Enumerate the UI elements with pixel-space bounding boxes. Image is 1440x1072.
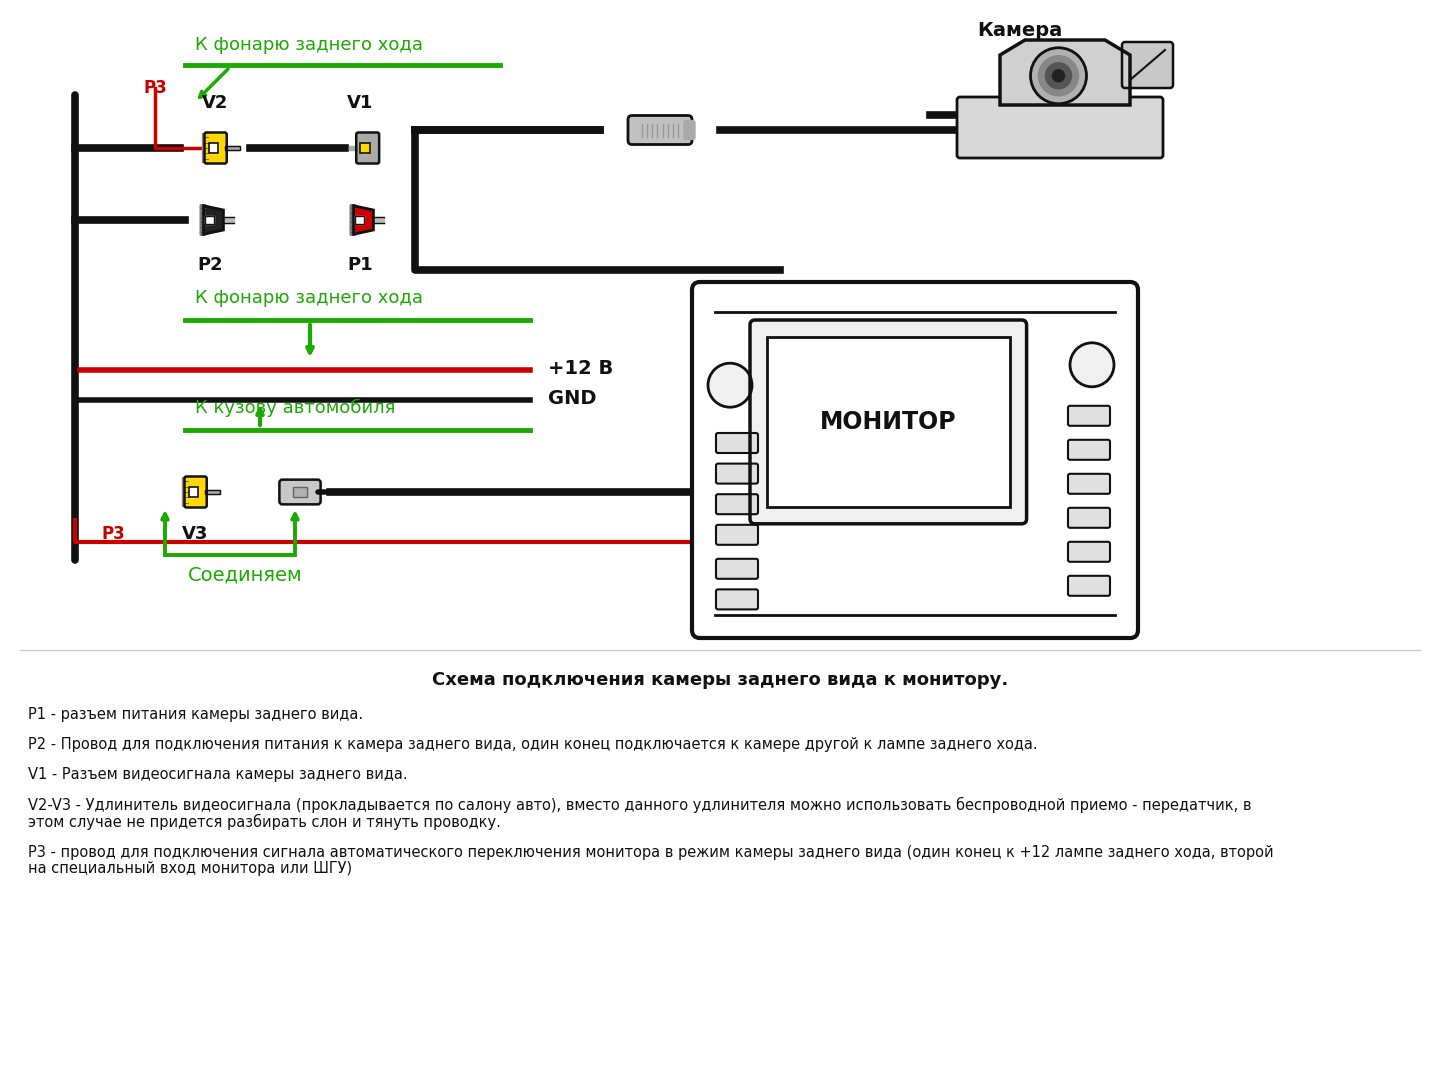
Polygon shape [354,206,373,235]
Circle shape [1031,48,1087,104]
Text: Р3 - провод для подключения сигнала автоматического переключения монитора в режи: Р3 - провод для подключения сигнала авто… [27,845,1273,860]
FancyBboxPatch shape [203,134,209,163]
Text: V3: V3 [181,525,209,544]
Polygon shape [999,40,1130,105]
FancyBboxPatch shape [356,133,379,164]
Text: К фонарю заднего хода: К фонарю заднего хода [194,36,423,54]
FancyBboxPatch shape [716,559,757,579]
Bar [350,146,359,150]
Bar [356,215,364,224]
FancyBboxPatch shape [693,282,1138,638]
FancyBboxPatch shape [716,433,757,453]
Bar [189,487,199,496]
Circle shape [1070,343,1115,387]
FancyBboxPatch shape [1068,474,1110,494]
Text: P1 - разъем питания камеры заднего вида.: P1 - разъем питания камеры заднего вида. [27,708,363,723]
Text: этом случае не придется разбирать слон и тянуть проводку.: этом случае не придется разбирать слон и… [27,814,501,830]
FancyBboxPatch shape [1122,42,1174,88]
Bar [206,215,213,224]
Bar [209,144,217,153]
Bar [225,146,239,150]
Circle shape [1038,56,1079,95]
Bar [360,144,370,153]
Bar [768,337,1009,507]
FancyBboxPatch shape [628,116,693,145]
Text: V2-V3 - Удлинитель видеосигнала (прокладывается по салону авто), вместо данного : V2-V3 - Удлинитель видеосигнала (проклад… [27,796,1251,813]
Text: +12 В: +12 В [549,358,613,377]
Bar [189,487,199,496]
Bar [225,146,239,150]
Bar [360,144,370,153]
Text: P3: P3 [143,79,167,96]
Bar [204,490,220,494]
Bar [206,215,213,224]
Text: МОНИТОР: МОНИТОР [819,410,956,434]
Circle shape [1053,70,1064,81]
FancyBboxPatch shape [350,205,356,235]
Text: P3: P3 [101,525,125,544]
Bar [292,487,307,497]
FancyBboxPatch shape [1068,508,1110,527]
Text: P2: P2 [197,256,223,274]
FancyBboxPatch shape [1068,576,1110,596]
Text: V2: V2 [202,94,228,111]
Text: Соединяем: Соединяем [187,566,302,584]
FancyBboxPatch shape [958,96,1164,158]
Text: Схема подключения камеры заднего вида к монитору.: Схема подключения камеры заднего вида к … [432,671,1008,689]
Bar [373,217,384,223]
FancyBboxPatch shape [684,121,696,139]
Text: К фонарю заднего хода: К фонарю заднего хода [194,289,423,307]
FancyBboxPatch shape [183,477,189,506]
Polygon shape [203,206,223,235]
FancyBboxPatch shape [1068,406,1110,426]
Text: V1 - Разъем видеосигнала камеры заднего вида.: V1 - Разъем видеосигнала камеры заднего … [27,768,408,783]
FancyBboxPatch shape [716,525,757,545]
FancyBboxPatch shape [716,494,757,515]
Bar [768,337,1009,507]
Text: P2 - Провод для подключения питания к камера заднего вида, один конец подключает: P2 - Провод для подключения питания к ка… [27,738,1038,753]
Bar [223,217,233,223]
Text: P1: P1 [347,256,373,274]
Text: V1: V1 [347,94,373,111]
Bar [204,490,220,494]
FancyBboxPatch shape [204,133,226,164]
Text: Камера: Камера [978,20,1063,40]
Text: на специальный вход монитора или ШГУ): на специальный вход монитора или ШГУ) [27,862,353,877]
FancyBboxPatch shape [279,479,321,504]
Text: К кузову автомобиля: К кузову автомобиля [194,399,396,417]
FancyBboxPatch shape [184,476,207,507]
FancyBboxPatch shape [716,590,757,609]
FancyBboxPatch shape [1068,541,1110,562]
FancyBboxPatch shape [750,321,1027,524]
Bar [292,487,307,497]
Circle shape [708,363,752,407]
FancyBboxPatch shape [716,463,757,483]
FancyBboxPatch shape [200,205,206,235]
Bar [209,144,217,153]
Circle shape [1045,63,1071,89]
FancyBboxPatch shape [1068,440,1110,460]
Bar [356,215,364,224]
Text: GND: GND [549,388,596,407]
